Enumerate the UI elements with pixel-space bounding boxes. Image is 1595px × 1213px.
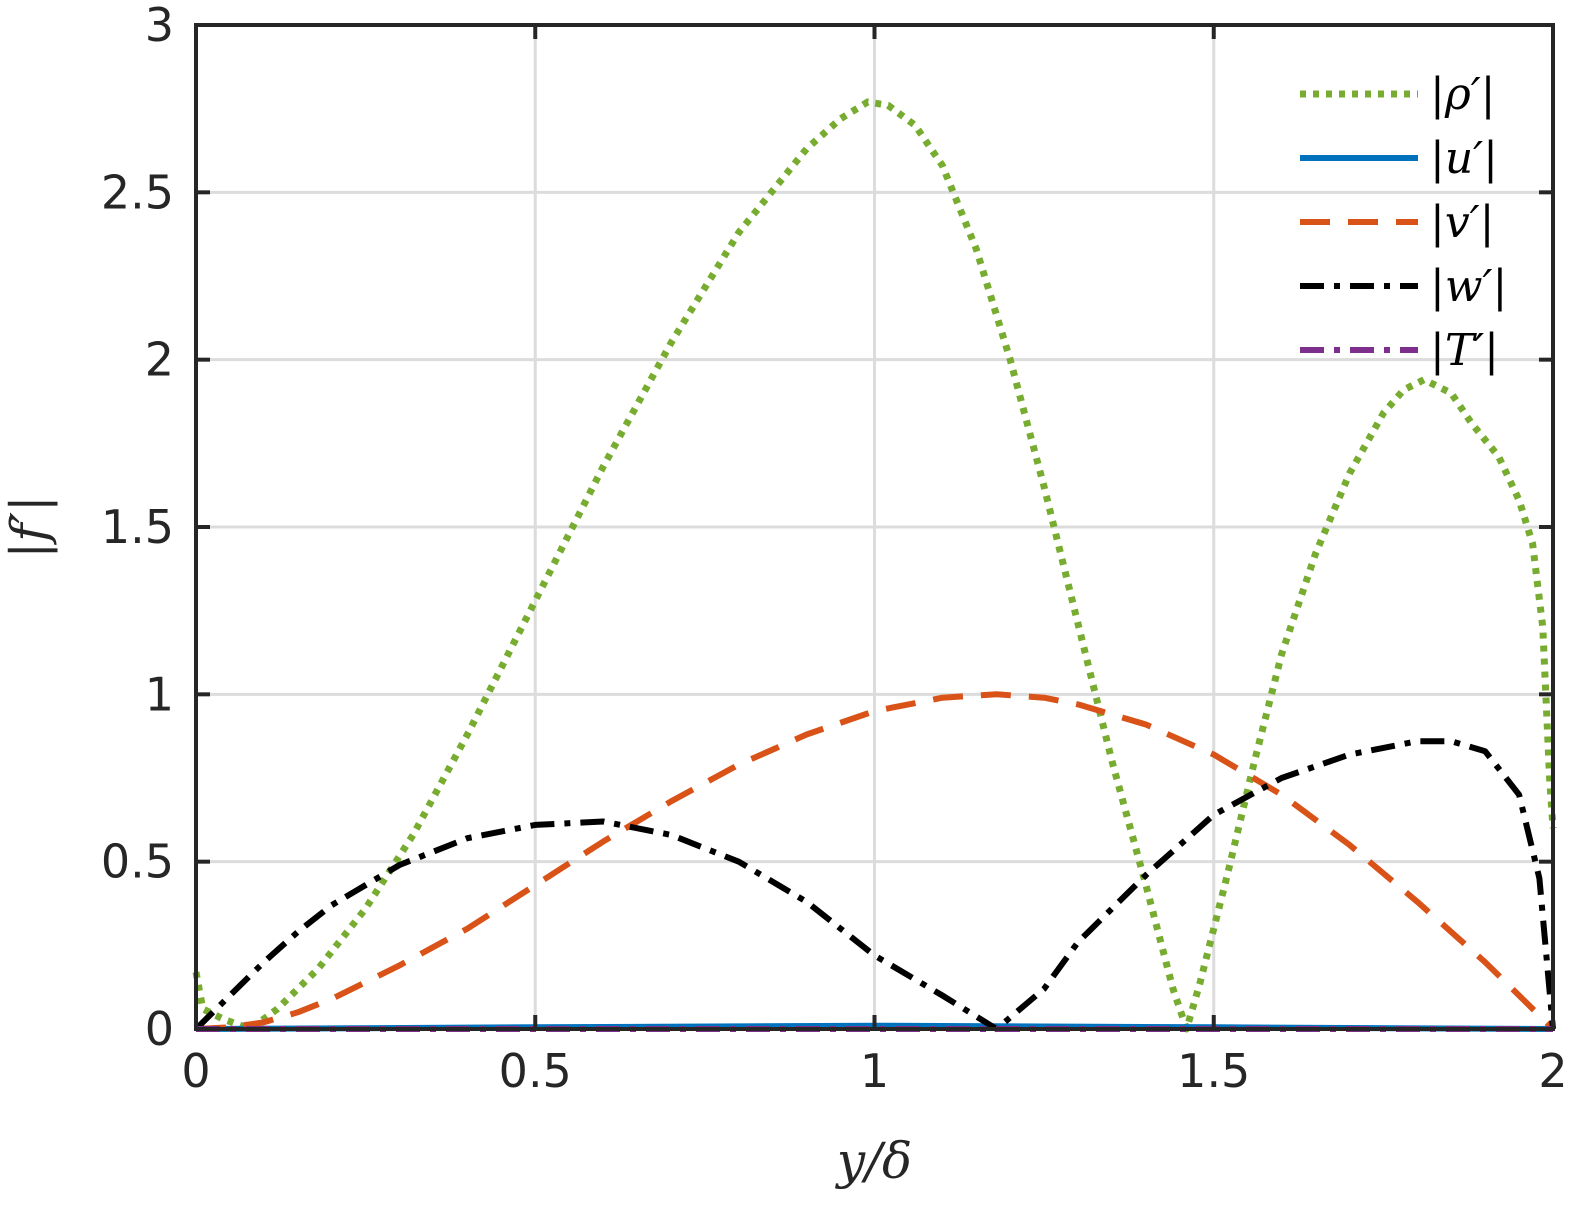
y-tick-label: 1 xyxy=(145,667,174,721)
tick-labels: 0 0.5 1 1.5 2 0 0.5 1 1.5 2 2.5 3 xyxy=(101,0,1568,1098)
legend-label-3: |w′| xyxy=(1430,261,1507,312)
y-tick-label: 0.5 xyxy=(101,835,174,889)
x-tick-label: 0 xyxy=(181,1044,210,1098)
y-tick-label: 2.5 xyxy=(101,165,174,219)
x-axis-label: y/δ xyxy=(835,1132,912,1190)
y-tick-label: 0 xyxy=(145,1002,174,1056)
legend-label-0: |ρ′| xyxy=(1430,69,1496,120)
x-tick-label: 2 xyxy=(1538,1044,1567,1098)
series-line-2 xyxy=(195,691,1556,1032)
series-line-3 xyxy=(193,738,1556,1032)
legend-label-2: |v′| xyxy=(1430,197,1495,248)
tick-marks xyxy=(194,23,1555,1031)
y-tick-label: 1.5 xyxy=(101,500,174,554)
legend: |ρ′| |u′| |v′| |w′| |T′| xyxy=(1300,69,1507,376)
series-line-0 xyxy=(192,98,1557,1033)
x-tick-label: 1 xyxy=(860,1044,889,1098)
legend-label-1: |u′| xyxy=(1430,133,1498,184)
legend-label-4: |T′| xyxy=(1430,325,1499,376)
grid-lines xyxy=(196,25,1553,1029)
y-tick-label: 2 xyxy=(145,333,174,387)
y-tick-label: 3 xyxy=(145,0,174,52)
x-tick-label: 1.5 xyxy=(1177,1044,1250,1098)
x-tick-label: 0.5 xyxy=(499,1044,572,1098)
y-axis-label: |f′| xyxy=(0,495,58,559)
